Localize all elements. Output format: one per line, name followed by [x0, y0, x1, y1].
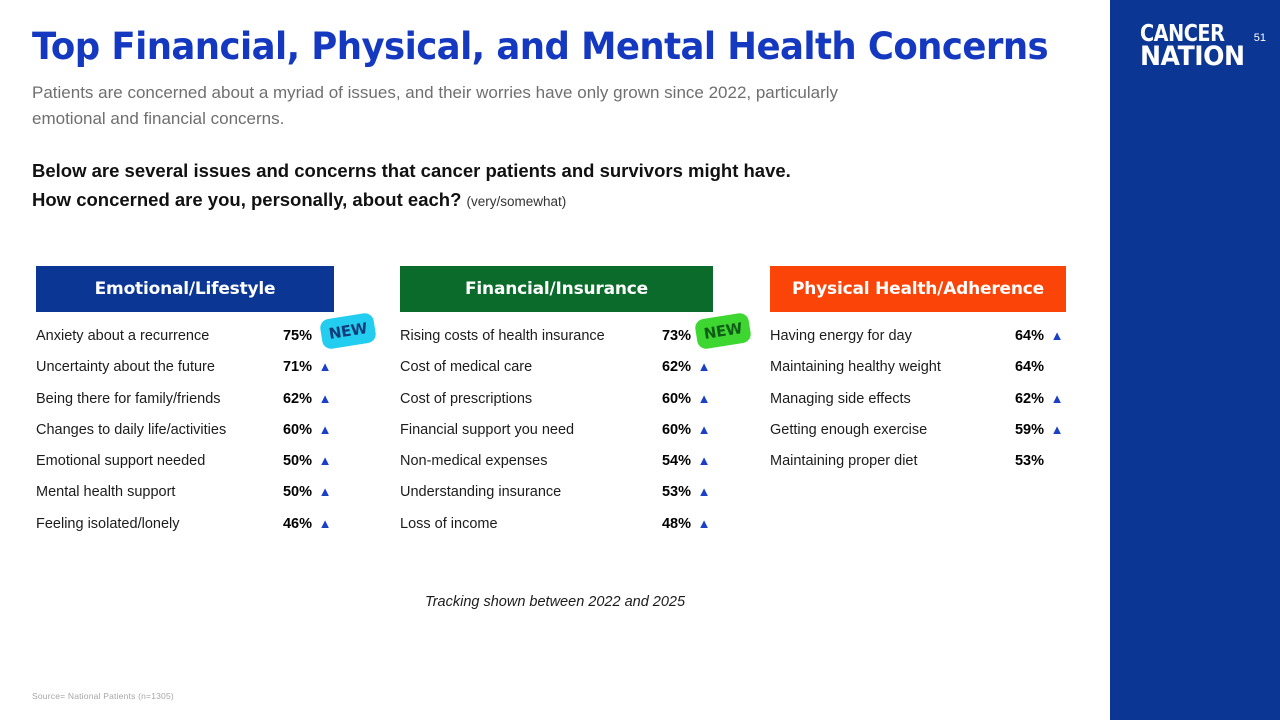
concern-row: Cost of prescriptions 60% ▲: [400, 391, 713, 422]
question-line-1: Below are several issues and concerns th…: [32, 160, 791, 181]
page-subtitle: Patients are concerned about a myriad of…: [32, 83, 839, 128]
trend-arrow-icon: ▲: [318, 484, 332, 500]
trend-arrow-icon: ▲: [697, 390, 711, 406]
concern-label: Non-medical expenses: [400, 453, 548, 470]
concern-row: Maintaining proper diet 53%: [770, 453, 1066, 484]
concern-label: Financial support you need: [400, 421, 575, 438]
concern-value: 71%: [282, 359, 312, 376]
slide-number: 51: [1253, 32, 1266, 44]
concern-column-physical-health-adherence: Physical Health/Adherence Having energy …: [770, 266, 1066, 484]
concern-row: Anxiety about a recurrence 75%: [36, 328, 334, 359]
concern-value: 64%: [1014, 359, 1044, 376]
concern-value: 50%: [282, 453, 312, 470]
concern-columns: Emotional/Lifestyle Anxiety about a recu…: [0, 266, 1110, 566]
concern-label: Understanding insurance: [400, 484, 562, 501]
concern-label: Maintaining healthy weight: [770, 359, 941, 376]
trend-arrow-icon: ▲: [1050, 328, 1064, 343]
concern-row: Changes to daily life/activities 60% ▲: [36, 422, 334, 453]
concern-row: Non-medical expenses 54% ▲: [400, 453, 713, 484]
concern-value: 60%: [661, 421, 691, 438]
source-note: Source= National Patients (n=1305): [32, 691, 174, 701]
concern-row: Feeling isolated/lonely 46% ▲: [36, 516, 334, 547]
concern-list-emotional-lifestyle: Anxiety about a recurrence 75% Uncertain…: [36, 311, 378, 547]
trend-arrow-icon: ▲: [1050, 421, 1064, 437]
concern-row: Being there for family/friends 62% ▲: [36, 391, 334, 422]
concern-list-financial-insurance: Rising costs of health insurance 73% Cos…: [400, 311, 753, 547]
concern-value: 60%: [282, 421, 312, 438]
concern-value: 59%: [1014, 421, 1044, 438]
trend-arrow-icon: ▲: [318, 453, 332, 469]
trend-arrow-icon: ▲: [697, 515, 711, 531]
trend-arrow-icon: ▲: [697, 421, 711, 437]
concern-label: Having energy for day: [770, 328, 912, 344]
concern-label: Rising costs of health insurance: [400, 328, 605, 344]
concern-value: 75%: [282, 328, 312, 344]
concern-column-financial-insurance: Financial/Insurance Rising costs of heal…: [400, 266, 753, 547]
concern-row: Uncertainty about the future 71% ▲: [36, 359, 334, 390]
concern-row: Managing side effects 62% ▲: [770, 391, 1066, 422]
concern-label: Cost of prescriptions: [400, 390, 533, 407]
concern-row: Cost of medical care 62% ▲: [400, 359, 713, 390]
concern-row: Mental health support 50% ▲: [36, 484, 334, 515]
concern-label: Loss of income: [400, 515, 498, 532]
trend-arrow-icon: ▲: [318, 421, 332, 437]
concern-value: 46%: [282, 515, 312, 532]
trend-arrow-icon: ▲: [318, 390, 332, 406]
page-title: Top Financial, Physical, and Mental Heal…: [32, 25, 1049, 68]
concern-label: Feeling isolated/lonely: [36, 515, 180, 532]
new-badge-financial: NEW: [693, 311, 753, 351]
concern-value: 60%: [661, 390, 691, 407]
concern-label: Maintaining proper diet: [770, 453, 918, 470]
trend-arrow-icon: ▲: [697, 484, 711, 500]
concern-label: Cost of medical care: [400, 359, 533, 376]
concern-value: 54%: [661, 453, 691, 470]
concern-label: Getting enough exercise: [770, 421, 928, 438]
new-badge-emotional: NEW: [318, 311, 378, 351]
concern-label: Emotional support needed: [36, 453, 206, 470]
column-header-physical-health-adherence: Physical Health/Adherence: [770, 266, 1066, 312]
concern-label: Being there for family/friends: [36, 390, 221, 407]
concern-row: Loss of income 48% ▲: [400, 516, 713, 547]
concern-label: Managing side effects: [770, 390, 911, 407]
question-line-2: How concerned are you, personally, about…: [32, 189, 462, 210]
concern-value: 62%: [661, 359, 691, 376]
concern-value: 62%: [1014, 390, 1044, 407]
concern-label: Mental health support: [36, 484, 176, 501]
tracking-note: Tracking shown between 2022 and 2025: [424, 594, 686, 610]
concern-value: 62%: [282, 390, 312, 407]
trend-arrow-icon: ▲: [697, 453, 711, 469]
concern-row: Emotional support needed 50% ▲: [36, 453, 334, 484]
concern-value: 73%: [661, 328, 691, 344]
logo-line-1: CANCER: [1140, 21, 1225, 47]
concern-row: Rising costs of health insurance 73%: [400, 328, 713, 359]
concern-value: 48%: [661, 515, 691, 532]
concern-value: 53%: [661, 484, 691, 501]
concern-list-physical-health-adherence: Having energy for day 64% ▲ Maintaining …: [770, 328, 1066, 484]
logo-line-2: NATION: [1140, 41, 1245, 73]
brand-rail: CANCER NATION 51: [1110, 0, 1280, 720]
cancer-nation-logo: CANCER NATION: [1140, 21, 1252, 73]
trend-arrow-icon: ▲: [697, 359, 711, 375]
trend-arrow-icon: ▲: [318, 359, 332, 375]
concern-label: Uncertainty about the future: [36, 359, 215, 376]
concern-label: Anxiety about a recurrence: [36, 328, 210, 344]
concern-row: Having energy for day 64% ▲: [770, 328, 1066, 359]
concern-label: Changes to daily life/activities: [36, 421, 227, 438]
trend-arrow-icon: ▲: [318, 515, 332, 531]
concern-value: 64%: [1014, 328, 1044, 344]
concern-row: Financial support you need 60% ▲: [400, 422, 713, 453]
concern-column-emotional-lifestyle: Emotional/Lifestyle Anxiety about a recu…: [36, 266, 378, 547]
concern-row: Maintaining healthy weight 64%: [770, 359, 1066, 390]
concern-row: Understanding insurance 53% ▲: [400, 484, 713, 515]
question-prompt: Below are several issues and concerns th…: [32, 156, 992, 216]
trend-arrow-icon: ▲: [1050, 390, 1064, 406]
question-qualifier: (very/somewhat): [466, 194, 567, 209]
concern-value: 53%: [1014, 453, 1044, 470]
concern-row: Getting enough exercise 59% ▲: [770, 422, 1066, 453]
concern-value: 50%: [282, 484, 312, 501]
column-header-financial-insurance: Financial/Insurance: [400, 266, 713, 312]
column-header-emotional-lifestyle: Emotional/Lifestyle: [36, 266, 334, 312]
